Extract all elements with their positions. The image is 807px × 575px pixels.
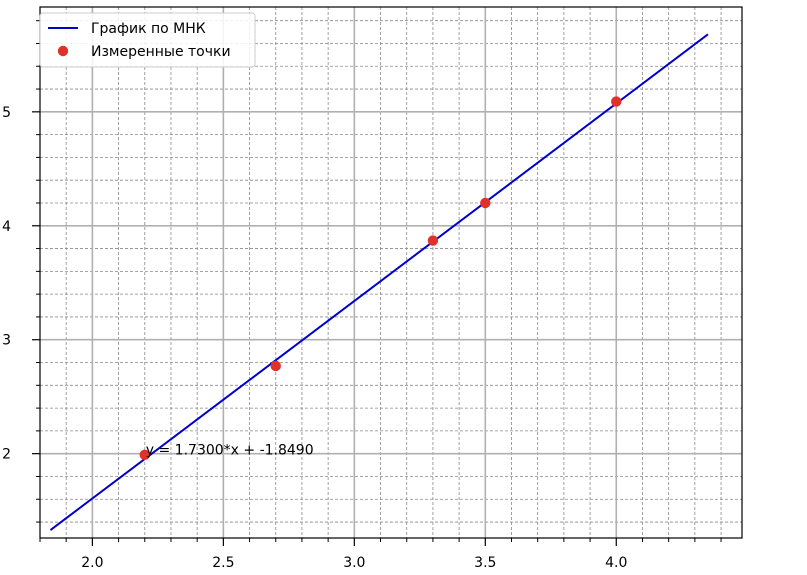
legend-label-points: Измеренные точки	[91, 44, 231, 60]
x-tick-label: 2.5	[212, 555, 234, 571]
y-tick-label: 4	[2, 219, 11, 235]
series-layer	[49, 33, 709, 531]
x-tick-labels: 2.0 2.5 3.0 3.5 4.0	[81, 555, 627, 571]
legend-label-line: График по МНК	[91, 21, 206, 37]
legend: График по МНК Измеренные точки	[39, 12, 256, 68]
y-tick-label: 5	[2, 105, 11, 121]
legend-box	[39, 12, 256, 68]
x-tick-label: 3.0	[343, 555, 365, 571]
x-tick-label: 2.0	[81, 555, 103, 571]
y-tick-label: 3	[2, 333, 11, 349]
y-tick-labels: 2 3 4 5	[2, 105, 11, 463]
data-point	[480, 197, 491, 209]
data-point	[139, 449, 150, 461]
legend-dot-marker	[57, 45, 69, 57]
data-point	[611, 96, 622, 107]
x-tick-label: 4.0	[605, 555, 627, 571]
x-tick-label: 3.5	[474, 555, 496, 571]
equation-annotation: y = 1.7300*x + -1.8490	[146, 443, 314, 459]
major-grid	[40, 7, 742, 538]
minor-grid	[39, 7, 742, 538]
data-point	[427, 235, 439, 246]
data-point	[270, 360, 281, 372]
fit-line	[49, 33, 709, 531]
y-tick-label: 2	[2, 447, 11, 463]
axis-ticks	[32, 20, 722, 546]
plot-frame	[39, 6, 743, 539]
